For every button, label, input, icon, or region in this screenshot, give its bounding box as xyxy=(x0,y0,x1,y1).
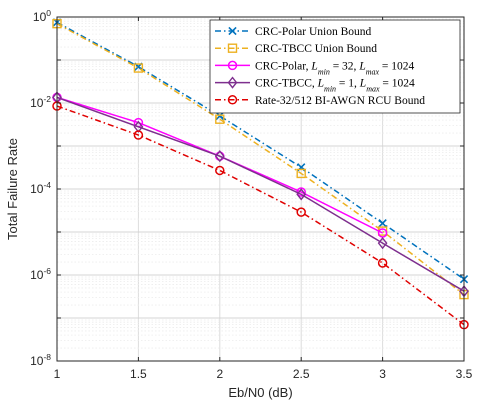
legend-label: CRC-TBCC, Lmin = 1, Lmax = 1024 xyxy=(255,78,415,94)
legend-entry-1: CRC-TBCC Union Bound xyxy=(215,43,377,55)
series-1-point-2 xyxy=(215,114,225,124)
series-legend-2-point-0 xyxy=(227,60,238,71)
legend-entry-0: CRC-Polar Union Bound xyxy=(215,26,372,38)
legend-box xyxy=(209,19,461,114)
series-1-point-1 xyxy=(133,63,144,73)
series-1-line xyxy=(56,23,465,296)
series-4-point-2 xyxy=(215,165,225,176)
series-3-line xyxy=(56,96,465,292)
series-legend-0-point-0 xyxy=(228,26,237,36)
y-tick-label: 10-2 xyxy=(30,94,51,110)
x-tick-label: 3.5 xyxy=(456,367,473,381)
y-tick-label: 10-4 xyxy=(30,180,51,196)
legend-label: CRC-Polar Union Bound xyxy=(255,26,372,38)
y-tick-label: 10-8 xyxy=(30,352,51,368)
legend-entry-3: CRC-TBCC, Lmin = 1, Lmax = 1024 xyxy=(215,76,415,94)
legend-label: Rate-32/512 BI-AWGN RCU Bound xyxy=(255,95,425,107)
series-0-point-2 xyxy=(215,111,224,121)
series-legend-1-point-0 xyxy=(227,43,238,53)
axes xyxy=(56,16,465,362)
legend-entry-2: CRC-Polar, Lmin = 32, Lmax = 1024 xyxy=(215,60,415,76)
y-tick-label: 10-6 xyxy=(30,266,51,282)
series-0-line xyxy=(56,21,465,280)
series-0-point-4 xyxy=(378,219,387,228)
legend-label: CRC-TBCC Union Bound xyxy=(255,43,377,55)
series-3-point-4 xyxy=(377,237,388,250)
x-tick-label: 2 xyxy=(216,367,223,381)
series-1-point-3 xyxy=(296,168,306,179)
x-tick-label: 1 xyxy=(54,367,61,381)
series-legend-4-point-0 xyxy=(227,95,238,105)
x-tick-label: 3 xyxy=(379,367,386,381)
legend-entry-4: Rate-32/512 BI-AWGN RCU Bound xyxy=(215,95,425,107)
y-tick-label: 100 xyxy=(33,8,51,24)
series-4-point-4 xyxy=(377,258,388,268)
x-tick-label: 1.5 xyxy=(130,367,147,381)
series-4-line xyxy=(56,105,465,326)
series-3-point-3 xyxy=(296,188,307,201)
series-2-point-4 xyxy=(377,228,388,238)
legend: CRC-Polar Union Bound CRC-TBCC Union Boun… xyxy=(209,19,461,114)
series-4-point-1 xyxy=(133,130,144,140)
tick-labels: 1 1.5 2 2.5 3 3.5 100 10-2 10-4 10-6 10-8 xyxy=(30,8,473,381)
x-tick-label: 2.5 xyxy=(293,367,310,381)
series-3-point-2 xyxy=(214,150,225,163)
x-axis-label: Eb/N0 (dB) xyxy=(228,385,292,400)
series-legend-3-point-0 xyxy=(227,76,238,89)
series-4-point-3 xyxy=(296,207,306,217)
legend-label: CRC-Polar, Lmin = 32, Lmax = 1024 xyxy=(255,60,415,76)
series-4 xyxy=(52,101,469,330)
y-axis-label: Total Failure Rate xyxy=(5,138,20,240)
